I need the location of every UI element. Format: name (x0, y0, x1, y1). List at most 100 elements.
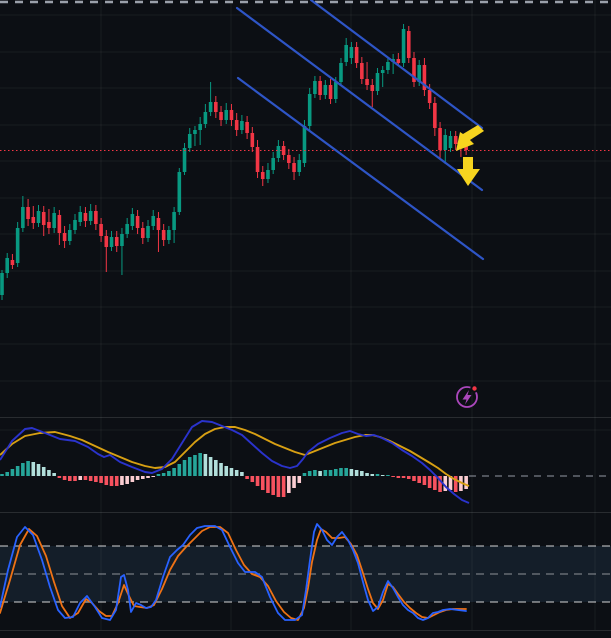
macd-histogram-bar (448, 476, 453, 490)
candle-body (448, 136, 453, 148)
candle-body (412, 58, 416, 82)
yellow-arrow-left-icon[interactable] (456, 125, 484, 151)
macd-histogram-bar (224, 466, 229, 476)
candle-body (344, 45, 348, 62)
channel-line[interactable] (309, 0, 484, 130)
candle-body (182, 148, 187, 172)
candle-body (47, 222, 51, 228)
candle-body (146, 226, 150, 238)
macd-histogram-bar (214, 460, 218, 476)
candle-body (83, 213, 88, 221)
candle-body (62, 233, 67, 241)
candle-body (94, 211, 98, 224)
macd-histogram-bar (443, 476, 448, 491)
lightning-bolt-icon (462, 390, 472, 405)
candle-body (370, 85, 375, 91)
candle-body (5, 258, 10, 273)
candle-body (349, 47, 354, 58)
candle-body (339, 63, 343, 82)
macd-histogram-bar (57, 476, 62, 478)
macd-histogram-bar (36, 464, 41, 476)
macd-histogram-bar (104, 476, 109, 485)
candle-body (396, 59, 401, 63)
macd-histogram-bar (10, 469, 15, 476)
macd-histogram-bar (433, 476, 437, 490)
macd-histogram-bar (401, 476, 406, 478)
candle-body (208, 102, 213, 112)
candle-body (307, 94, 312, 126)
macd-histogram-bar (292, 476, 296, 488)
candle-body (130, 214, 135, 226)
candle-body (266, 170, 270, 179)
candle-body (375, 73, 380, 91)
macd-histogram-bar (386, 475, 390, 476)
candle-body (234, 120, 239, 130)
macd-histogram-bar (255, 476, 260, 486)
macd-histogram-bar (396, 476, 401, 478)
macd-histogram-bar (250, 476, 255, 482)
candle-body (10, 260, 15, 265)
candle-body (156, 218, 161, 230)
macd-histogram-bar (281, 476, 286, 497)
macd-histogram-bar (67, 476, 72, 481)
yellow-arrow-down-icon[interactable] (457, 157, 480, 186)
macd-histogram-bar (276, 476, 281, 497)
macd-histogram-bar (62, 476, 67, 480)
candle-body (114, 237, 119, 246)
candle-body (203, 112, 208, 124)
channel-line[interactable] (235, 6, 484, 192)
candle-body (36, 211, 41, 223)
stochastic-k-line (0, 523, 467, 621)
candle-body (229, 110, 234, 120)
macd-pane (0, 420, 611, 504)
candle-body (297, 160, 302, 172)
candle-body (453, 136, 458, 144)
quick-trade-button[interactable] (456, 384, 479, 408)
macd-histogram-bar (31, 462, 36, 476)
macd-histogram-bar (287, 476, 291, 493)
macd-histogram-bar (109, 476, 114, 486)
macd-histogram-bar (141, 476, 145, 479)
candle-body (41, 212, 46, 225)
candle-body (328, 85, 333, 99)
macd-histogram-bar (328, 470, 333, 476)
macd-histogram-bar (94, 476, 98, 482)
macd-histogram-bar (365, 473, 369, 476)
macd-histogram-bar (88, 476, 93, 481)
macd-histogram-bar (370, 474, 375, 476)
macd-histogram-bar (130, 476, 135, 482)
candle-body (99, 224, 103, 236)
candle-body (260, 172, 265, 179)
candle-body (422, 65, 427, 90)
candle-body (109, 237, 114, 247)
drawings-layer[interactable] (235, 0, 485, 261)
candle-body (214, 102, 218, 112)
candle-body (26, 207, 30, 219)
macd-histogram-bar (412, 476, 416, 481)
candle-body (333, 82, 338, 99)
macd-histogram-bar (83, 476, 88, 480)
macd-histogram-bar (125, 476, 129, 484)
candle-body (281, 146, 286, 155)
macd-histogram-bar (187, 457, 192, 476)
candle-body (31, 217, 36, 223)
lightning-circle-icon[interactable] (456, 386, 478, 408)
macd-histogram-bar (172, 468, 176, 476)
candle-body (250, 133, 255, 147)
macd-histogram-bar (438, 476, 442, 492)
macd-histogram-bar (120, 476, 124, 485)
candle-body (292, 163, 296, 172)
macd-signal-line (0, 426, 470, 487)
macd-histogram-bar (26, 461, 30, 476)
channel-line[interactable] (236, 76, 485, 261)
macd-histogram-bar (234, 470, 239, 476)
macd-histogram-bar (52, 473, 56, 476)
notification-dot (470, 384, 479, 393)
macd-histogram-bar (198, 453, 202, 476)
macd-histogram-bar (349, 469, 354, 476)
macd-histogram-bar (354, 470, 359, 476)
macd-histogram-bar (167, 471, 171, 476)
candle-body (177, 172, 182, 212)
